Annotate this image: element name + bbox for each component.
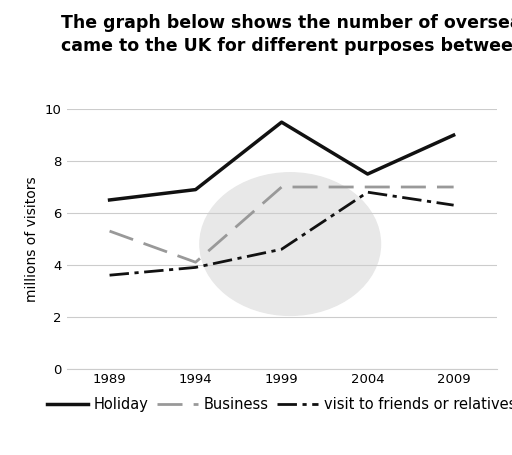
Text: U: U (259, 212, 321, 286)
Text: The graph below shows the number of overseas visitors who
came to the UK for dif: The graph below shows the number of over… (61, 14, 512, 55)
Legend: Holiday, Business, visit to friends or relatives: Holiday, Business, visit to friends or r… (41, 392, 512, 418)
Y-axis label: millions of visitors: millions of visitors (25, 176, 39, 302)
Ellipse shape (200, 173, 380, 315)
